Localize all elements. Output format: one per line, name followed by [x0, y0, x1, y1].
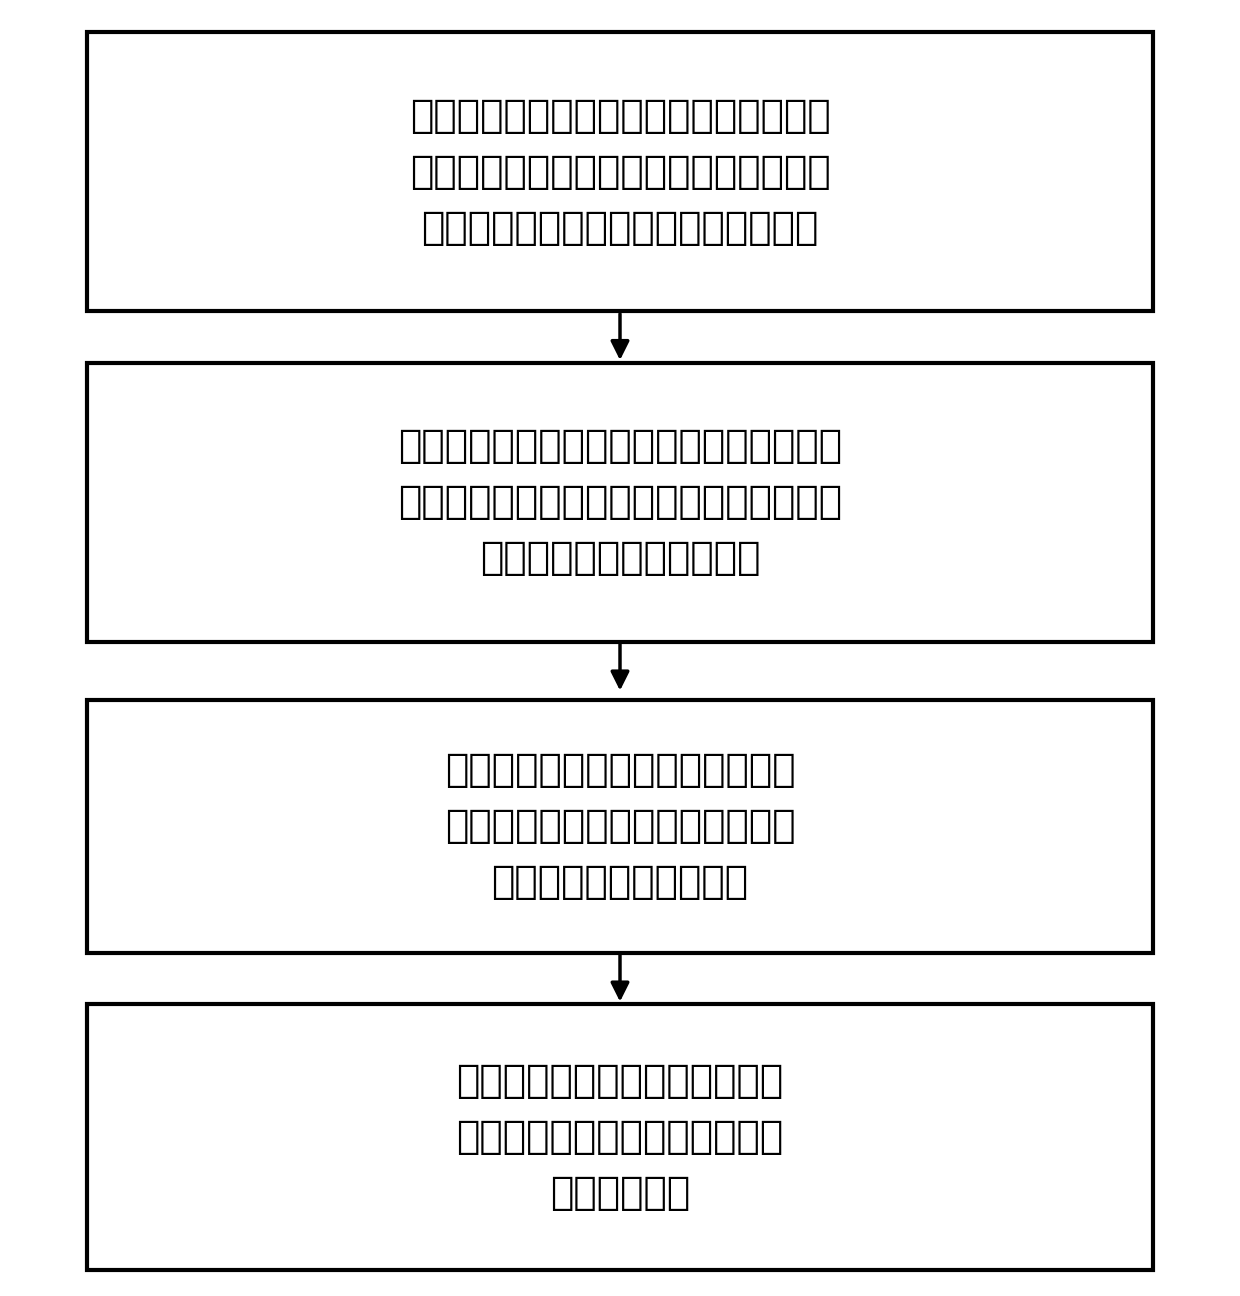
Text: 在充电电压基准设定值基础上，引入内阻偏
差计算和充电电压修正计算回路，根据内阻
变化情况实时修正充电电压: 在充电电压基准设定值基础上，引入内阻偏 差计算和充电电压修正计算回路，根据内阻 … — [398, 428, 842, 577]
Text: 调压电阻将执行结果反馈充电控
制模块，控制逻辑计算下一个执
行指令并下发: 调压电阻将执行结果反馈充电控 制模块，控制逻辑计算下一个执 行指令并下发 — [456, 1063, 784, 1212]
Bar — [87, 363, 1153, 642]
Bar — [87, 32, 1153, 311]
Bar — [87, 700, 1153, 953]
Text: 用可控调压电阻代替原定值电阻，可控调
压电阻阻值调节范围根据电容等效串联电
阻实际运行范围结合运行环境条件选择: 用可控调压电阻代替原定值电阻，可控调 压电阻阻值调节范围根据电容等效串联电 阻实… — [409, 97, 831, 246]
Text: 充电控制模块计算充电电压指令，
并将调压电阻阻值指令下发，由调
压电阻执行阻值调整指令: 充电控制模块计算充电电压指令， 并将调压电阻阻值指令下发，由调 压电阻执行阻值调… — [445, 752, 795, 901]
Bar — [87, 1004, 1153, 1270]
